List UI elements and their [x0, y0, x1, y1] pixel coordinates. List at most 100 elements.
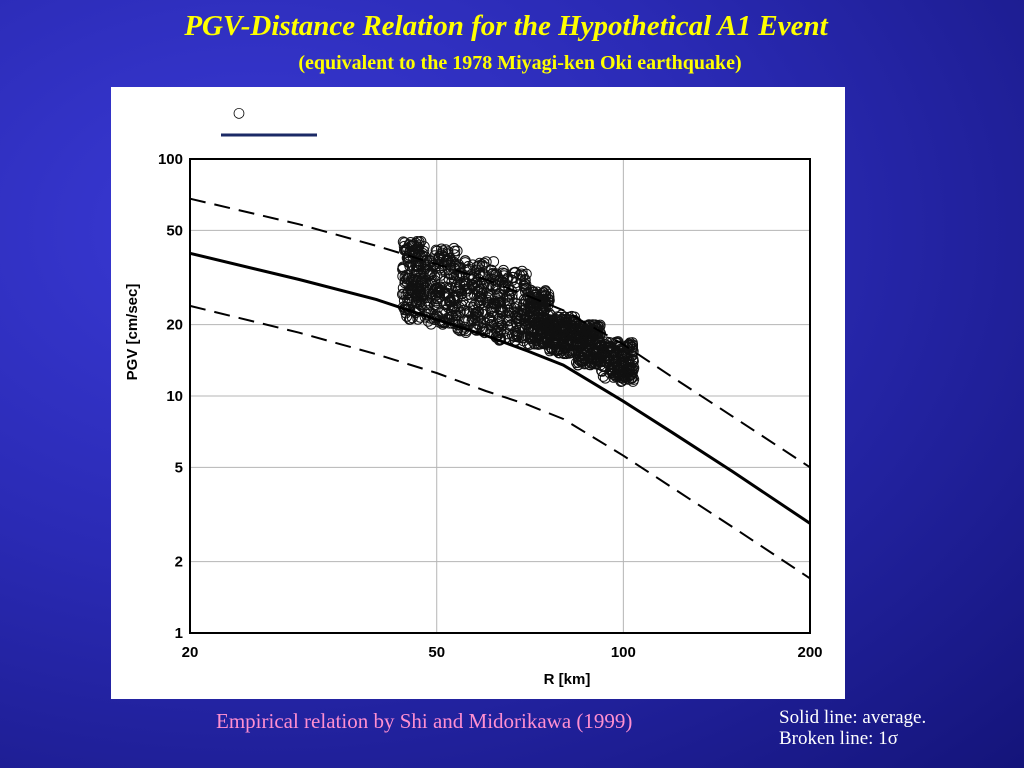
data-point [531, 286, 543, 298]
data-point [404, 313, 416, 325]
plot-frame [189, 158, 811, 634]
data-point [511, 301, 523, 313]
data-point [615, 365, 627, 377]
slide-subtitle: (equivalent to the 1978 Miyagi-ken Oki e… [298, 52, 742, 74]
data-point [448, 242, 460, 254]
data-point [423, 279, 434, 291]
data-point [494, 303, 506, 315]
data-point [573, 337, 584, 349]
data-point [473, 312, 485, 324]
sigma-line-1 [189, 197, 811, 469]
data-point [577, 355, 589, 367]
data-point [408, 260, 419, 272]
data-point [558, 339, 570, 351]
data-point [490, 279, 502, 291]
data-point [437, 260, 449, 272]
data-point [453, 282, 464, 294]
data-point [495, 325, 507, 337]
data-point [531, 323, 543, 335]
y-tick-label: 2 [175, 554, 183, 571]
data-point [625, 361, 637, 373]
data-point [596, 365, 608, 377]
data-point [573, 323, 585, 335]
data-point [458, 314, 470, 326]
data-point [459, 280, 470, 292]
note-broken-line: Broken line: 1σ [779, 728, 898, 749]
legend: ○ [221, 105, 317, 137]
data-point [573, 356, 584, 368]
data-point [443, 273, 455, 285]
data-point [584, 356, 596, 368]
data-point [459, 299, 471, 311]
data-point [573, 354, 584, 366]
data-point [461, 305, 473, 317]
line-style-notes: Solid line: average. Broken line: 1σ [779, 707, 926, 749]
grid [189, 158, 811, 634]
data-point [502, 272, 514, 284]
data-point [475, 271, 487, 283]
data-point [439, 305, 451, 316]
data-point [571, 330, 583, 341]
data-point [474, 321, 486, 333]
regression-lines [189, 197, 811, 580]
data-point [429, 250, 441, 262]
data-point [599, 338, 610, 350]
data-point [473, 299, 485, 311]
data-point [436, 243, 447, 255]
data-point [524, 338, 536, 350]
data-point [471, 297, 483, 309]
data-point [423, 270, 435, 282]
data-point [626, 350, 638, 362]
data-point [556, 334, 568, 346]
data-point [402, 252, 414, 264]
data-point [522, 291, 534, 303]
y-tick-label: 10 [166, 388, 183, 405]
data-point [604, 340, 616, 352]
data-point [431, 286, 443, 298]
data-point [525, 333, 537, 344]
data-point [533, 338, 545, 350]
data-point [397, 261, 409, 273]
data-point [456, 299, 467, 311]
data-point [583, 349, 595, 361]
x-tick-label: 200 [797, 644, 822, 661]
data-point [509, 282, 521, 293]
data-point [482, 281, 494, 293]
data-point [511, 309, 523, 321]
y-tick-label: 100 [158, 151, 183, 168]
data-point [617, 370, 629, 382]
data-point [459, 257, 471, 269]
data-point [519, 275, 531, 287]
data-point [596, 345, 608, 357]
data-point [492, 292, 504, 304]
data-point [478, 257, 490, 269]
data-point [603, 349, 614, 361]
slide-title: PGV-Distance Relation for the Hypothetic… [184, 10, 828, 42]
data-point [464, 288, 476, 300]
data-point [530, 318, 542, 330]
data-point [525, 317, 537, 329]
data-point [491, 268, 502, 280]
data-point [412, 275, 424, 287]
data-point [452, 286, 464, 297]
data-point [613, 370, 625, 382]
data-point [529, 338, 541, 350]
note-solid-line: Solid line: average. [779, 707, 927, 728]
data-point [555, 316, 567, 328]
chart-panel: ○ 20 50 100 200 1 2 5 10 20 50 100 R [km] PGV [cm… [111, 87, 845, 699]
data-point [441, 298, 453, 309]
data-point [547, 314, 559, 326]
y-axis-label: PGV [cm/sec] [124, 284, 141, 381]
y-tick-labels: 1 2 5 10 20 50 100 [158, 151, 183, 642]
data-point [420, 295, 432, 307]
data-point [420, 290, 432, 302]
data-point [597, 370, 609, 382]
data-point [583, 327, 595, 339]
data-point [467, 313, 479, 325]
data-point [545, 341, 557, 353]
y-tick-label: 1 [175, 625, 183, 642]
data-point [406, 277, 418, 289]
average-line [189, 251, 811, 525]
scatter-points [397, 235, 640, 387]
data-point [491, 322, 503, 334]
